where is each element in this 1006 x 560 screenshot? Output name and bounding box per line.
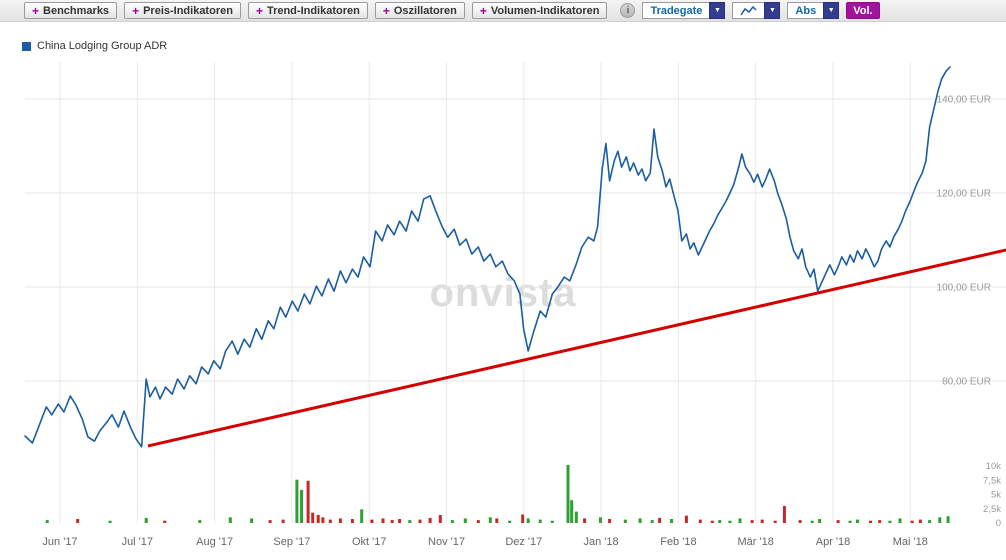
line-chart-icon bbox=[732, 2, 765, 19]
svg-text:Feb '18: Feb '18 bbox=[660, 536, 696, 548]
button-label: Benchmarks bbox=[43, 4, 110, 17]
svg-text:0: 0 bbox=[996, 518, 1001, 529]
svg-text:80,00 EUR: 80,00 EUR bbox=[942, 377, 991, 388]
onvista-watermark: onvista bbox=[429, 271, 577, 315]
svg-text:5k: 5k bbox=[991, 490, 1001, 501]
button-label: Volumen-Indikatoren bbox=[490, 4, 600, 17]
chart-toolbar: + Benchmarks + Preis-Indikatoren + Trend… bbox=[0, 0, 1006, 22]
volume-axis-labels: 10k 7,5k 5k 2,5k 0 bbox=[983, 461, 1001, 529]
gridlines bbox=[25, 62, 1006, 523]
add-oscillators-button[interactable]: + Oszillatoren bbox=[374, 2, 465, 19]
series-name: China Lodging Group ADR bbox=[37, 40, 168, 52]
svg-text:Jan '18: Jan '18 bbox=[584, 536, 619, 548]
plus-icon: + bbox=[479, 3, 487, 18]
plus-icon: + bbox=[132, 3, 140, 18]
add-benchmarks-button[interactable]: + Benchmarks bbox=[24, 2, 118, 19]
svg-text:120,00 EUR: 120,00 EUR bbox=[937, 189, 991, 200]
svg-text:Aug '17: Aug '17 bbox=[196, 536, 233, 548]
scale-select-value: Abs bbox=[787, 2, 824, 19]
trend-line[interactable] bbox=[147, 248, 1006, 448]
svg-text:Okt '17: Okt '17 bbox=[352, 536, 387, 548]
add-volume-indicators-button[interactable]: + Volumen-Indikatoren bbox=[471, 2, 608, 19]
svg-text:Mai '18: Mai '18 bbox=[893, 536, 928, 548]
info-icon[interactable]: i bbox=[620, 3, 636, 18]
svg-text:140,00 EUR: 140,00 EUR bbox=[937, 95, 991, 106]
chart-legend: China Lodging Group ADR bbox=[22, 40, 167, 52]
button-label: Oszillatoren bbox=[393, 4, 457, 17]
scale-select[interactable]: Abs ▼ bbox=[787, 2, 840, 19]
price-axis-labels: 140,00 EUR 120,00 EUR 100,00 EUR 80,00 EUR bbox=[937, 95, 991, 388]
chevron-down-icon[interactable]: ▼ bbox=[823, 2, 840, 19]
svg-text:Mär '18: Mär '18 bbox=[738, 536, 774, 548]
svg-text:Nov '17: Nov '17 bbox=[428, 536, 465, 548]
svg-text:Sep '17: Sep '17 bbox=[273, 536, 310, 548]
plus-icon: + bbox=[32, 3, 40, 18]
series-color-swatch bbox=[22, 41, 31, 51]
svg-text:Apr '18: Apr '18 bbox=[816, 536, 851, 548]
svg-text:10k: 10k bbox=[986, 461, 1002, 472]
svg-text:Dez '17: Dez '17 bbox=[505, 536, 542, 548]
exchange-select[interactable]: Tradegate ▼ bbox=[642, 2, 726, 19]
svg-text:100,00 EUR: 100,00 EUR bbox=[937, 283, 991, 294]
button-label: Preis-Indikatoren bbox=[143, 4, 233, 17]
svg-text:2,5k: 2,5k bbox=[983, 504, 1001, 515]
volume-toggle-button[interactable]: Vol. bbox=[846, 2, 880, 19]
add-price-indicators-button[interactable]: + Preis-Indikatoren bbox=[124, 2, 241, 19]
button-label: Trend-Indikatoren bbox=[266, 4, 360, 17]
chart-type-select[interactable]: ▼ bbox=[732, 2, 781, 19]
exchange-select-value: Tradegate bbox=[642, 2, 710, 19]
chevron-down-icon[interactable]: ▼ bbox=[709, 2, 726, 19]
volume-bars bbox=[45, 464, 950, 523]
price-line bbox=[24, 66, 951, 448]
chevron-down-icon[interactable]: ▼ bbox=[764, 2, 781, 19]
add-trend-indicators-button[interactable]: + Trend-Indikatoren bbox=[247, 2, 368, 19]
plus-icon: + bbox=[382, 3, 390, 18]
svg-text:Jun '17: Jun '17 bbox=[42, 536, 77, 548]
plus-icon: + bbox=[255, 3, 263, 18]
svg-text:Jul '17: Jul '17 bbox=[122, 536, 153, 548]
svg-text:7,5k: 7,5k bbox=[983, 475, 1001, 486]
x-axis-labels: Jun '17 Jul '17 Aug '17 Sep '17 Okt '17 Nov '… bbox=[42, 536, 927, 548]
